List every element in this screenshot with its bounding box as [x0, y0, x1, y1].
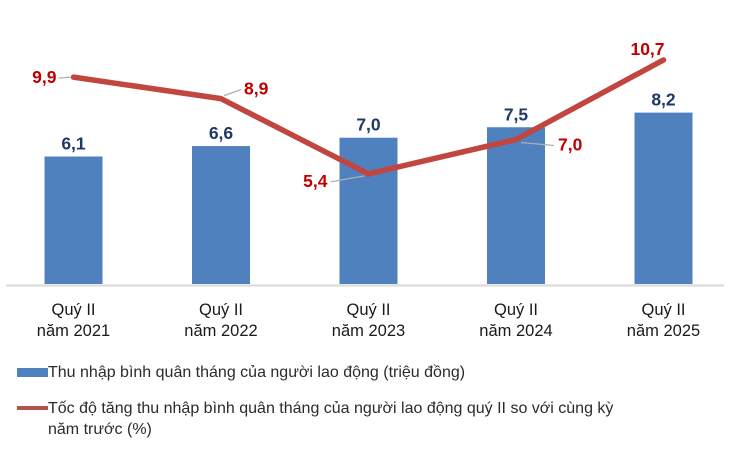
- line-label-1: 8,9: [244, 79, 269, 99]
- bar-series-swatch: [17, 368, 48, 377]
- leader-line-2: [330, 175, 365, 183]
- chart-legend: Thu nhập bình quân tháng của người lao đ…: [17, 362, 730, 440]
- category-label-4-line1: Quý II: [641, 301, 685, 319]
- leader-line-1: [223, 89, 242, 97]
- category-label-1-line1: Quý II: [199, 301, 243, 319]
- bar-label-3: 7,5: [504, 104, 529, 124]
- bar-0: [44, 156, 103, 284]
- category-label-2-line2: năm 2023: [332, 322, 405, 340]
- legend-item-income: Thu nhập bình quân tháng của người lao đ…: [17, 362, 730, 383]
- bar-4: [634, 112, 693, 285]
- category-label-4-line2: năm 2025: [627, 322, 700, 340]
- category-label-2-line1: Quý II: [346, 301, 390, 319]
- line-label-3: 7,0: [558, 135, 583, 155]
- category-label-0-line1: Quý II: [51, 301, 95, 319]
- category-label-1-line2: năm 2022: [184, 322, 257, 340]
- legend-label-growth-line2: năm trước (%): [48, 421, 152, 438]
- bar-label-0: 6,1: [61, 134, 86, 154]
- growth-line: [70, 57, 667, 177]
- legend-label-income: Thu nhập bình quân tháng của người lao đ…: [48, 364, 466, 381]
- bar-3: [487, 127, 545, 284]
- bar-2: [339, 137, 398, 284]
- leader-line-3: [520, 141, 555, 147]
- category-label-3-line2: năm 2024: [479, 322, 552, 340]
- line-label-4: 10,7: [630, 39, 664, 59]
- bar-label-2: 7,0: [356, 115, 381, 135]
- line-series-swatch: [17, 406, 48, 410]
- chart-canvas: 6,1 6,6 7,0 7,5 8,2 Quý II năm 2021 Quý II năm 2…: [6, 39, 724, 340]
- category-label-3-line1: Quý II: [494, 301, 538, 319]
- bar-label-4: 8,2: [651, 90, 676, 110]
- legend-label-growth-line1: Tốc độ tăng thu nhập bình quân tháng của…: [48, 400, 614, 417]
- legend-label-growth: Tốc độ tăng thu nhập bình quân tháng của…: [48, 398, 613, 440]
- category-label-0-line2: năm 2021: [37, 322, 110, 340]
- bar-1: [192, 146, 250, 284]
- leader-line-0: [58, 76, 71, 79]
- line-label-2: 5,4: [303, 171, 328, 191]
- legend-item-growth: Tốc độ tăng thu nhập bình quân tháng của…: [17, 398, 730, 440]
- bar-label-1: 6,6: [209, 123, 234, 143]
- line-label-0: 9,9: [32, 67, 57, 87]
